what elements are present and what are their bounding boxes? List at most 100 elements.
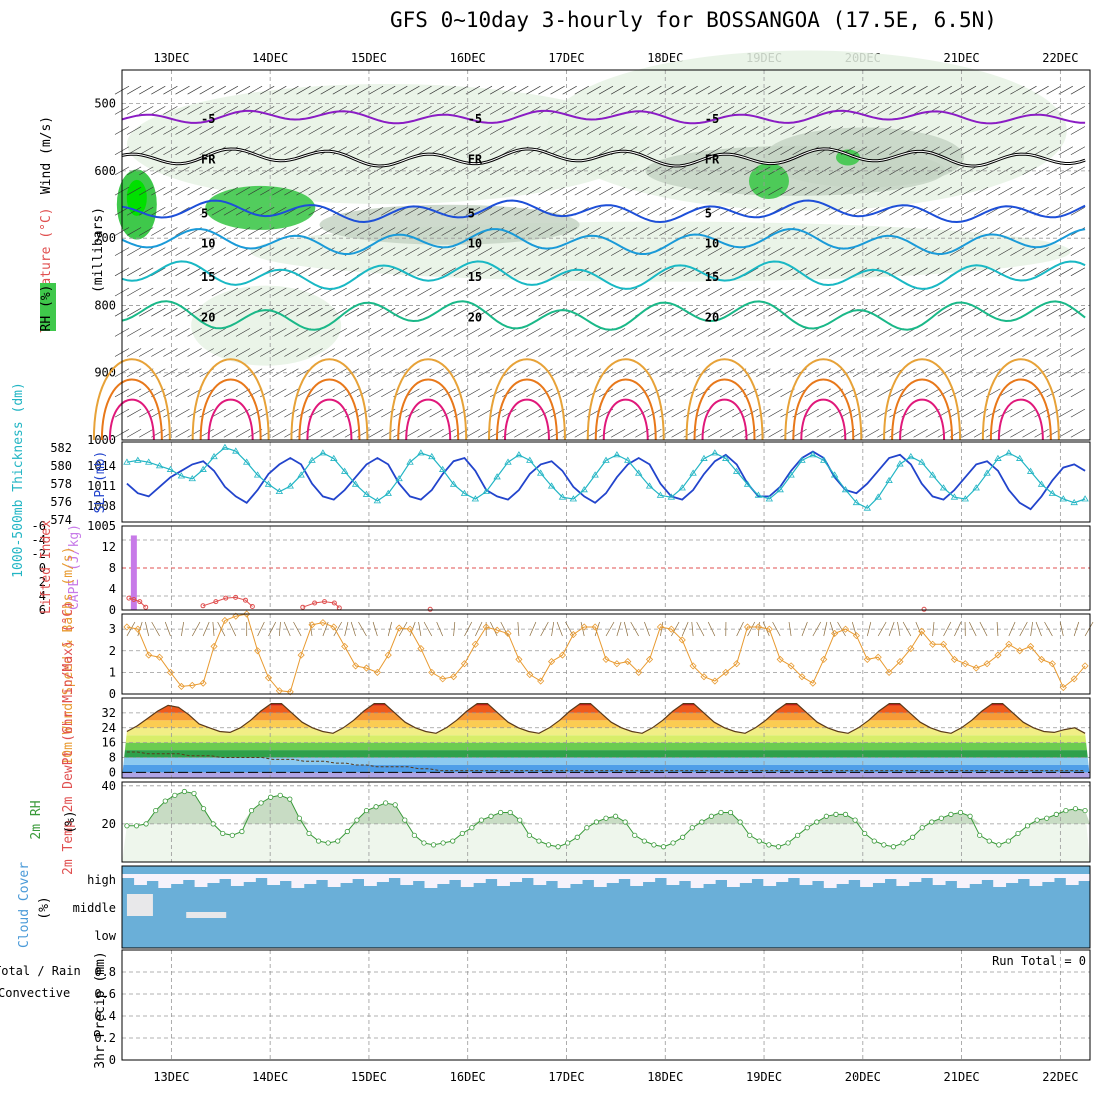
wind-barb [647,146,662,155]
isotherm-label: 10 [705,237,719,251]
cloud-high-gap [799,874,813,885]
wind-barb [417,247,432,256]
wind-barb [526,287,541,297]
wind-barb [1046,186,1061,196]
wind-barb [550,85,565,95]
cloud-high-gap [981,874,994,880]
rh-shading-region [764,127,965,188]
wind-barb [453,126,468,135]
wind-barb [1046,106,1061,115]
li-tick-label: 0 [39,561,46,575]
wind-barb [514,388,529,398]
wind-speed-marker [395,624,403,632]
wind-barb [768,267,783,277]
wind-barb [610,106,626,115]
wind-barb [780,207,795,216]
wind-speed-marker [765,625,773,633]
wind-tick-label: 0 [109,687,116,701]
temperature-contour-boundary [503,398,550,441]
wind-barb [768,186,783,196]
wind-barb [187,348,202,357]
wind-barb-10m [212,621,215,637]
wind-barb [1010,388,1025,398]
wind-barb [550,186,565,196]
wind-barb [175,388,190,398]
wind-barb [284,126,299,135]
wind-barb [308,85,323,95]
wind-barb [163,348,178,357]
wind-barb [429,287,444,297]
wind-barb [756,267,771,277]
wind-barb [1046,126,1061,135]
thickness-marker [460,489,469,496]
wind-barb [417,126,432,135]
temperature-contour-boundary [100,378,163,441]
wind-barb [574,408,589,418]
wind-barb [139,146,154,155]
wind-barb [683,287,698,297]
wind-speed-marker [885,668,893,676]
thickness-marker [961,495,970,502]
rh-marker [996,842,1002,848]
wind-barb [804,328,819,337]
wind-barb [320,247,335,256]
wind-barb-10m [137,621,143,637]
thickness-marker [286,482,294,489]
wind-barb [151,106,166,115]
wind-barb [986,287,1001,297]
wind-barb [151,227,166,236]
wind-barb [1058,106,1073,115]
temperature-contour-boundary [602,398,649,441]
temp-tick-label: 8 [109,751,116,765]
cloud-high-gap [787,874,801,878]
wind-barb [877,287,892,297]
wind-barb [659,328,674,337]
wind-barb [695,126,710,135]
wind-barb [937,287,952,297]
isotherm--5 [121,109,1086,125]
wind-barb [453,207,468,216]
wind-barb [417,227,432,236]
wind-barb [719,287,735,297]
wind-barb-10m [1073,621,1080,637]
wind-barb [598,247,614,256]
wind-barb [937,267,952,277]
wind-barb [889,348,904,357]
isotherm-label: 5 [201,206,208,220]
wind-speed-marker [439,675,447,683]
li-tick-label: -2 [32,547,46,561]
wind-barb [1034,106,1049,115]
wind-speed-marker [950,655,958,663]
wind-barb [828,227,844,236]
wind-speed-marker [471,640,479,648]
wind-barb [671,207,686,216]
wind-barb [1010,267,1025,277]
wind-barb [550,388,565,398]
wind-barb [211,126,226,135]
wind-barb [816,408,831,418]
wind-barb [610,307,626,317]
precip-tick-label: 0.6 [94,987,116,1001]
wind-barb [610,388,626,398]
wind-barb [514,126,529,135]
wind-barb [417,85,432,95]
wind-barb [792,146,807,155]
wind-barb [393,166,408,176]
wind-barb [865,287,880,297]
li-marker [131,597,137,602]
wind-barb [562,328,577,337]
wind-barb [356,388,372,398]
wind-barb [405,348,420,357]
thickness-tick-label: 574 [50,513,72,527]
wind-barb [296,408,311,418]
wind-speed-marker [384,651,392,659]
wind-barb [332,307,347,317]
wind-barb [308,388,323,398]
wind-barb [562,287,577,297]
wind-barb [526,186,541,196]
wind-barb [756,328,771,337]
wind-barb [623,429,638,438]
wind-barb [441,287,456,297]
wind-barb [998,106,1013,115]
isotherm-20 [121,300,1086,331]
